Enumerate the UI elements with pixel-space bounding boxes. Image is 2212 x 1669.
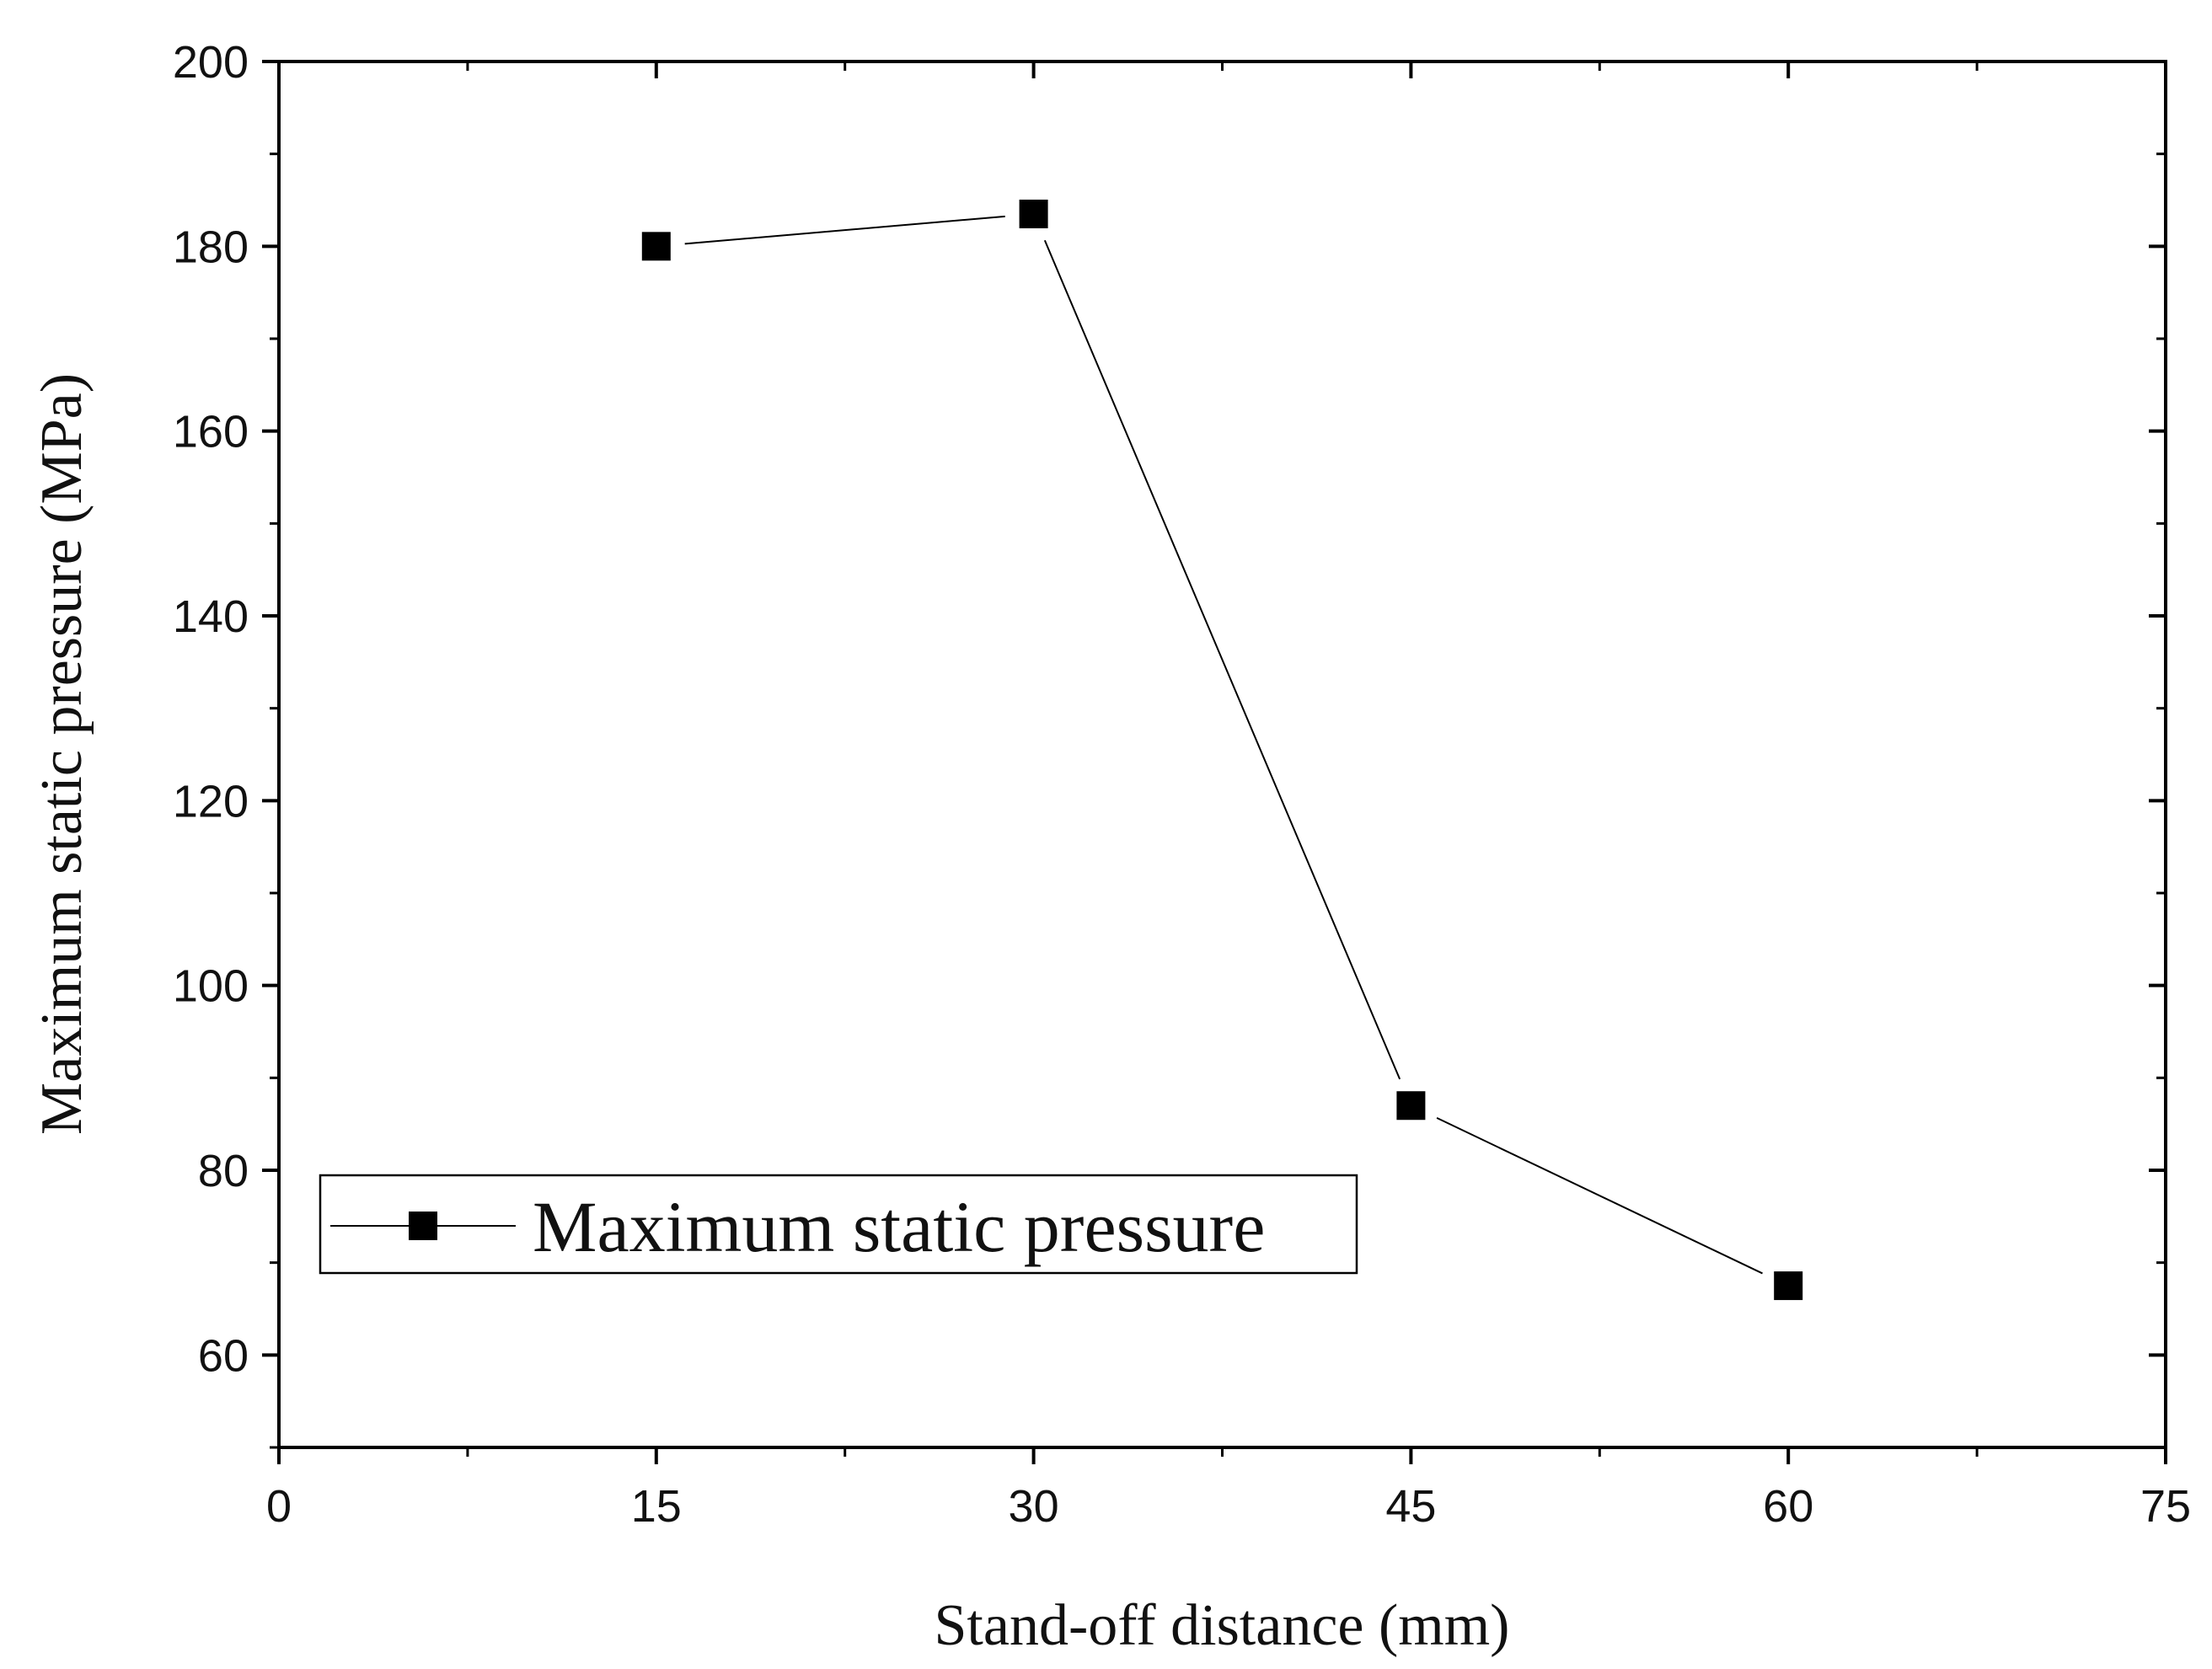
data-point-marker [1396,1091,1426,1121]
legend: Maximum static pressure [319,1174,1358,1275]
series-line-segment [1043,239,1401,1080]
series-line-segment [1436,1116,1763,1275]
y-axis-title: Maximum static pressure (MPa) [29,373,94,1135]
y-tick-label: 120 [173,776,249,826]
legend-marker [409,1212,437,1240]
x-tick-label: 0 [266,1481,292,1532]
data-point-marker [1774,1271,1803,1301]
x-axis-ticks [277,62,2167,1464]
x-tick-label: 15 [631,1481,682,1532]
y-tick-label: 140 [173,591,249,642]
legend-box [319,1174,1358,1275]
y-axis-tick-labels: 60 80 100 120 140 160 180 200 [173,37,249,1381]
y-tick-label: 80 [198,1146,249,1196]
y-tick-label: 160 [173,407,249,457]
x-tick-label: 60 [1763,1481,1813,1532]
x-axis-tick-labels: 0 15 30 45 60 75 [266,1481,2191,1532]
y-tick-label: 60 [198,1330,249,1381]
legend-label: Maximum static pressure [533,1186,1265,1267]
series-line-segment [684,215,1005,245]
data-series [641,199,1803,1301]
y-tick-label: 200 [173,37,249,88]
data-point-marker [641,232,671,261]
data-point-marker [1019,199,1048,228]
y-tick-label: 100 [173,961,249,1012]
x-tick-label: 75 [2140,1481,2191,1532]
x-tick-label: 45 [1385,1481,1436,1532]
y-tick-label: 180 [173,222,249,272]
x-axis-title: Stand-off distance (mm) [935,1593,1510,1658]
y-axis-ticks [262,60,2166,1449]
x-tick-label: 30 [1009,1481,1059,1532]
